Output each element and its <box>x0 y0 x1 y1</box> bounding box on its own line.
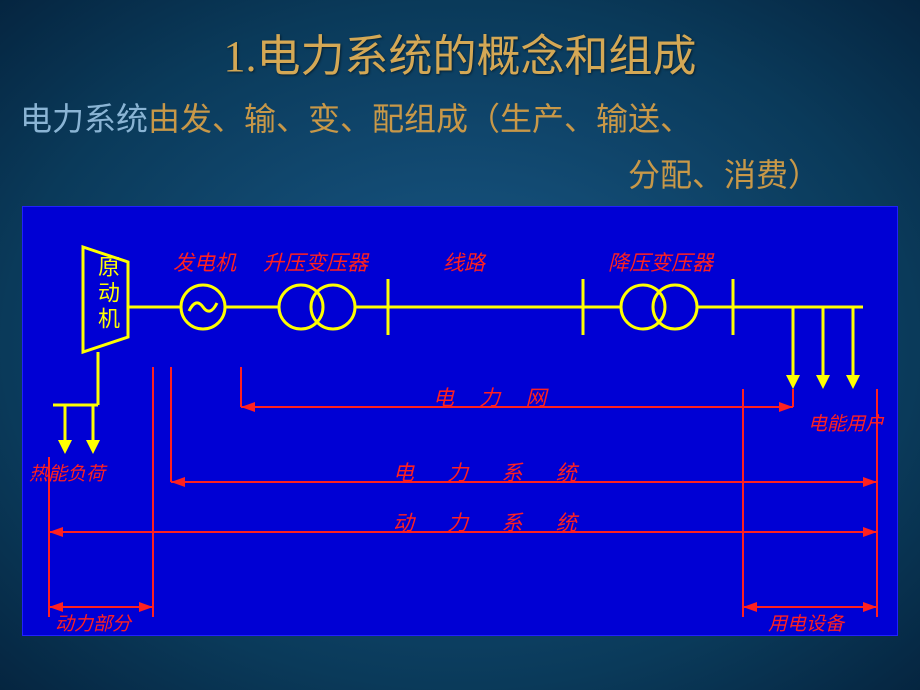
prime-mover-label: 原动机 <box>91 255 123 333</box>
subtitle-highlight: 电力系统 <box>20 101 148 137</box>
subtitle-line2: 分配、消费） <box>0 145 920 196</box>
subtitle-line1: 电力系统由发、输、变、配组成（生产、输送、 <box>0 84 920 145</box>
power-system-label: 电 力 系 统 <box>393 457 591 487</box>
heat-load-label: 热能负荷 <box>29 459 105 486</box>
power-grid-label: 电 力 网 <box>433 382 557 412</box>
power-system-diagram: 原动机 发电机 升压变压器 线路 降压变压器 热能负荷 电 力 网 电能用户 电… <box>22 206 898 636</box>
line-label: 线路 <box>443 247 485 277</box>
power-part-label: 动力部分 <box>55 609 131 636</box>
step-up-label: 升压变压器 <box>263 247 368 277</box>
dynamic-system-label: 动 力 系 统 <box>393 507 591 537</box>
equipment-label: 用电设备 <box>768 609 844 636</box>
subtitle-rest: 由发、输、变、配组成（生产、输送、 <box>148 101 692 137</box>
power-users-label: 电能用户 <box>808 409 884 436</box>
heat-load-arrows <box>53 352 100 454</box>
page-title: 1.电力系统的概念和组成 <box>0 0 920 84</box>
step-down-label: 降压变压器 <box>608 247 713 277</box>
generator-label: 发电机 <box>173 247 236 277</box>
load-arrows <box>786 307 860 389</box>
